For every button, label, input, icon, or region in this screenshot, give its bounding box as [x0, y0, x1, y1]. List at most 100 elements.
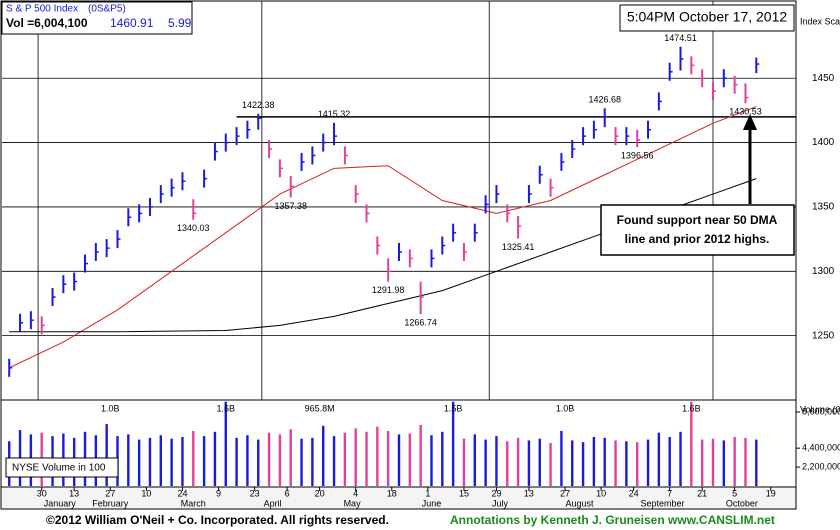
month-label: May: [344, 498, 362, 508]
volume-bar: [419, 424, 422, 486]
volume-bar: [246, 435, 249, 486]
volume-bar: [170, 438, 173, 486]
volume-bar: [484, 439, 487, 486]
volume-annotation: 1.0B: [556, 403, 575, 413]
last-price: 1460.91: [110, 16, 154, 30]
x-tick-label: 18: [387, 488, 397, 498]
price-annotation: 1474.51: [664, 33, 697, 43]
volume-bar: [397, 434, 401, 486]
volume-bar: [603, 437, 606, 486]
volume-bar: [159, 435, 162, 486]
volume-bar: [700, 439, 704, 486]
x-tick-label: 5: [732, 488, 737, 498]
price-annotation: 1357.38: [274, 201, 307, 211]
volume-annotation: 1.0B: [101, 403, 120, 413]
x-tick-label: 27: [560, 488, 570, 498]
volume-bar: [668, 436, 671, 486]
volume-bar: [354, 428, 357, 486]
copyright: ©2012 William O'Neil + Co. Incorporated.…: [46, 513, 389, 527]
x-tick-label: 7: [667, 488, 672, 498]
x-tick-label: 23: [250, 488, 260, 498]
volume-bar: [646, 439, 650, 486]
volume-bar: [592, 436, 596, 486]
price-annotation: 1325.41: [502, 242, 535, 252]
volume-bar: [137, 439, 141, 486]
volume-bar: [549, 443, 552, 486]
volume-bar: [365, 431, 368, 486]
x-tick-label: 24: [177, 488, 187, 498]
date-axis-frame: [0, 486, 797, 510]
volume-bar: [625, 441, 628, 486]
volume-bar: [538, 438, 541, 486]
timestamp-box: [619, 4, 795, 32]
volume-bar: [679, 431, 682, 486]
volume-bar: [755, 439, 758, 486]
volume-bar: [213, 431, 217, 486]
y-tick-label: 1450: [812, 73, 835, 84]
volume-bar: [267, 432, 271, 486]
price-annotation: 1415.32: [318, 109, 351, 119]
volume-bar: [192, 430, 195, 486]
callout-arrowhead: [743, 114, 757, 130]
volume-bar: [257, 439, 260, 486]
volume-bar: [202, 436, 206, 486]
volume-bar: [300, 438, 303, 486]
volume-bar: [127, 434, 130, 486]
month-label: March: [181, 498, 206, 508]
y-tick-label: 1400: [812, 137, 835, 148]
timestamp: 5:04PM October 17, 2012: [627, 9, 788, 25]
volume-bar: [560, 430, 563, 486]
volume-note: NYSE Volume in 100: [12, 463, 106, 474]
volume-text: Vol =6,004,100: [6, 16, 88, 30]
volume-bar: [462, 438, 466, 486]
price-annotation: 1266.74: [404, 317, 437, 327]
month-label: February: [92, 498, 129, 508]
volume-bar: [473, 434, 476, 486]
volume-bar: [289, 429, 292, 486]
volume-bar: [744, 437, 747, 486]
volume-tick-label: 4,400,000: [802, 443, 840, 453]
x-tick-label: 9: [216, 488, 221, 498]
callout-line: Found support near 50 DMA: [617, 213, 778, 227]
volume-bar: [408, 433, 412, 486]
volume-bar: [278, 434, 282, 486]
volume-bar: [657, 432, 661, 486]
x-tick-label: 13: [524, 488, 534, 498]
month-label: July: [492, 498, 509, 508]
month-label: September: [640, 498, 684, 508]
volume-bar: [181, 436, 184, 486]
volume-bar: [430, 435, 433, 486]
x-tick-label: 15: [459, 488, 469, 498]
month-label: June: [422, 498, 442, 508]
volume-bar: [614, 440, 617, 486]
x-tick-label: 27: [105, 488, 115, 498]
y-tick-label: 1350: [812, 202, 835, 213]
volume-tick-label: 8,600,000: [802, 406, 840, 416]
y-tick-label: 1300: [812, 266, 835, 277]
price-annotation: 1422.38: [242, 100, 275, 110]
price-annotation: 1291.98: [372, 285, 405, 295]
month-label: August: [565, 498, 594, 508]
volume-note-box: [5, 457, 119, 478]
x-tick-label: 29: [491, 488, 501, 498]
header-box: [1, 1, 193, 35]
volume-bar: [581, 442, 585, 486]
month-label: January: [44, 498, 77, 508]
price-annotation: 1396.56: [621, 150, 654, 160]
x-tick-label: 4: [353, 488, 358, 498]
volume-bar: [386, 430, 390, 486]
month-label: October: [726, 498, 758, 508]
symbol: (0S&P5): [88, 4, 126, 15]
volume-annotation: 1.6B: [682, 403, 701, 413]
volume-bar: [690, 401, 693, 486]
callout-line: line and prior 2012 highs.: [625, 232, 770, 246]
x-tick-label: 30: [37, 488, 47, 498]
volume-bar: [495, 436, 498, 486]
volume-bar: [332, 436, 336, 486]
x-tick-label: 10: [596, 488, 606, 498]
x-tick-label: 24: [629, 488, 639, 498]
price-annotation: 1430.53: [729, 107, 762, 117]
volume-annotation: 1.6B: [217, 403, 236, 413]
volume-bar: [224, 401, 227, 486]
volume-bar: [733, 436, 736, 486]
